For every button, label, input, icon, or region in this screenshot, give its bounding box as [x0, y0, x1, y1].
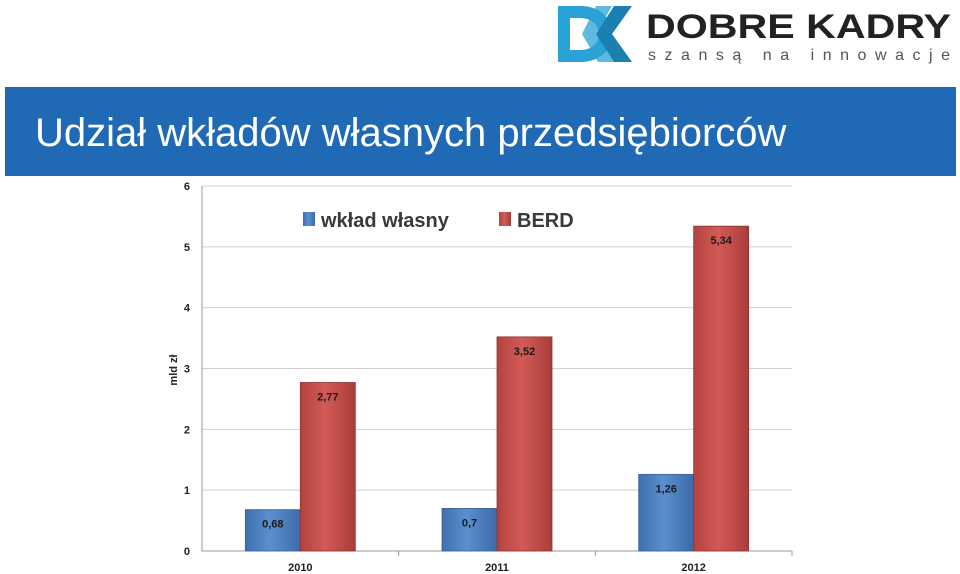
dk-logo-mark: [558, 6, 632, 62]
x-tick-label: 2011: [485, 562, 509, 574]
legend: wkład własny BERD: [303, 210, 574, 232]
data-label: 0,68: [262, 519, 283, 531]
bar-berd: [299, 382, 356, 552]
x-tick-label: 2010: [288, 562, 312, 574]
y-tick-label: 4: [184, 303, 191, 315]
bar-berd: [496, 336, 553, 552]
data-label: 2,77: [317, 391, 338, 403]
data-label: 1,26: [655, 483, 676, 495]
bar-berd: [693, 225, 750, 552]
title-bar: Udział wkładów własnych przedsiębiorców: [5, 87, 956, 176]
y-tick-label: 1: [184, 485, 190, 497]
y-axis-label: mld zł: [168, 354, 180, 385]
bar-wklad-wlasny: [244, 509, 301, 552]
legend-swatch: [499, 212, 511, 226]
data-label: 5,34: [710, 235, 732, 247]
slide-title: Udział wkładów własnych przedsiębiorców: [35, 111, 787, 155]
bars: [244, 225, 750, 552]
data-label: 3,52: [514, 346, 535, 358]
brand-tagline: szansą na innowacje: [648, 47, 950, 64]
data-labels: 0,68 2,77 0,7 3,52 1,26 5,34: [262, 235, 733, 530]
y-tick-label: 3: [184, 364, 190, 376]
legend-label: wkład własny: [320, 210, 450, 232]
data-label: 0,7: [462, 517, 477, 529]
brand-logo: DOBRE KADRY szansą na innowacje: [558, 6, 951, 64]
y-tick-label: 2: [184, 424, 190, 436]
legend-label: BERD: [517, 210, 574, 232]
brand-name: DOBRE KADRY: [646, 8, 951, 46]
legend-swatch: [303, 212, 315, 226]
x-tick-label: 2012: [681, 562, 705, 574]
y-tick-label: 6: [184, 181, 190, 193]
bar-wklad-wlasny: [441, 508, 498, 552]
y-tick-label: 0: [184, 546, 190, 558]
y-tick-label: 5: [184, 242, 190, 254]
